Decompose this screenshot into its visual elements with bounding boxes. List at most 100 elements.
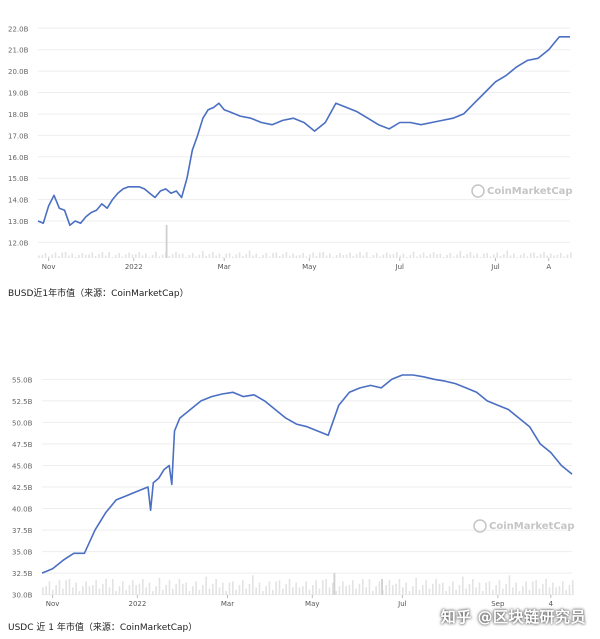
busd-volume-bar [536, 256, 539, 258]
busd-market-cap-chart: 12.0B 13.0B 14.0B 15.0B 16.0B 17.0B 18.0B 19.0B… [8, 25, 573, 271]
usdc-volume-bar [428, 588, 431, 595]
usdc-volume-bar [82, 586, 84, 595]
usdc-volume-bar [168, 580, 171, 595]
busd-volume-bar [298, 255, 301, 258]
usdc-volume-bar [225, 591, 227, 595]
busd-y-tick-label: 18.0B [8, 111, 29, 119]
busd-y-tick-label: 19.0B [8, 90, 29, 98]
busd-volume-bar [472, 255, 475, 258]
busd-volume-bar [88, 254, 90, 258]
usdc-volume-bar [338, 586, 341, 595]
busd-volume-bar [362, 255, 365, 258]
busd-volume-bar [38, 255, 40, 258]
busd-volume-bar [161, 254, 164, 258]
busd-volume-bar [101, 252, 104, 258]
busd-volume-bar [235, 254, 238, 258]
busd-volume-bar [104, 255, 107, 258]
usdc-volume-bar [418, 589, 421, 595]
busd-volume-bar [141, 255, 144, 258]
busd-volume-bar [476, 253, 478, 258]
usdc-volume-bar [498, 580, 501, 595]
usdc-volume-bar [228, 582, 231, 595]
usdc-volume-bar [65, 580, 67, 595]
usdc-volume-bar [462, 576, 464, 595]
busd-volume-bar [128, 252, 130, 258]
busd-volume-bar [516, 257, 519, 258]
busd-volume-bar [211, 252, 214, 258]
usdc-volume-bar [465, 588, 467, 595]
busd-volume-bar [526, 256, 529, 258]
usdc-volume-bar [395, 583, 397, 595]
busd-volume-bar [175, 252, 177, 258]
busd-volume-bar [533, 252, 535, 258]
busd-volume-bar [483, 253, 485, 258]
busd-volume-bar [546, 255, 549, 258]
usdc-volume-bar [345, 586, 347, 595]
usdc-volume-bar [125, 589, 127, 595]
usdc-volume-bar [78, 591, 81, 595]
busd-volume-bar [382, 254, 385, 258]
busd-y-tick-label: 13.0B [8, 218, 29, 226]
busd-volume-bar [208, 254, 211, 258]
usdc-volume-bar [98, 588, 101, 595]
usdc-volume-bar [178, 579, 181, 595]
usdc-volume-bar [475, 587, 477, 595]
usdc-volume-bar [165, 585, 167, 595]
busd-y-tick-label: 15.0B [8, 175, 29, 183]
busd-volume-bar [74, 257, 77, 258]
usdc-volume-bar [505, 583, 507, 595]
usdc-volume-bar [485, 582, 487, 595]
busd-volume-bar [486, 253, 488, 258]
usdc-volume-bar [195, 581, 197, 595]
usdc-volume-bar [185, 582, 187, 595]
busd-volume-bar [148, 257, 151, 258]
usdc-caption: USDC 近 1 年市值（来源：CoinMarketCap） [8, 623, 198, 633]
busd-volume-bar [151, 255, 154, 258]
usdc-volume-bar [208, 588, 211, 595]
usdc-volume-bar [482, 591, 484, 595]
usdc-volume-bar [138, 583, 141, 595]
busd-volume-bar [456, 254, 458, 258]
busd-volume-bar [436, 254, 438, 258]
busd-x-tick-label: Mar [218, 263, 231, 271]
busd-volume-bar [553, 255, 555, 258]
busd-volume-bar [195, 256, 197, 258]
usdc-volume-bars [42, 575, 574, 595]
busd-volume-bar [559, 253, 562, 258]
busd-volume-bar [258, 257, 261, 258]
busd-volume-bar [288, 255, 291, 258]
usdc-volume-bar [142, 579, 144, 595]
usdc-x-tick-label: 2022 [128, 600, 146, 608]
busd-volume-bar [245, 254, 248, 258]
busd-volume-bar [513, 253, 515, 258]
usdc-volume-bar [265, 586, 267, 595]
busd-volume-bar [385, 252, 388, 258]
busd-series-line [37, 36, 570, 227]
usdc-series-line [41, 374, 573, 574]
usdc-volume-bar [58, 580, 61, 595]
usdc-y-tick-label: 37.5B [12, 527, 33, 535]
usdc-volume-bar [162, 589, 164, 595]
usdc-volume-bar [365, 587, 367, 595]
usdc-volume-bar [215, 579, 217, 595]
busd-volume-bar [58, 256, 60, 258]
busd-volume-bar [215, 255, 217, 258]
busd-volume-bar [459, 251, 462, 258]
usdc-volume-bar [508, 575, 511, 595]
usdc-volume-bar [415, 577, 417, 595]
usdc-y-tick-label: 55.0B [12, 376, 33, 384]
busd-volume-bar [268, 256, 271, 258]
busd-volume-bar [339, 253, 341, 258]
busd-volume-bar [198, 254, 201, 258]
usdc-volume-bar [88, 586, 91, 595]
busd-volume-bar [489, 256, 492, 258]
busd-volume-bar [399, 255, 401, 258]
busd-y-tick-label: 20.0B [8, 68, 29, 76]
busd-volume-bar [322, 252, 325, 258]
busd-volume-bar [352, 256, 355, 258]
usdc-volume-bar [558, 586, 561, 595]
usdc-volume-bar [435, 579, 437, 595]
usdc-volume-bar [48, 581, 51, 595]
usdc-volume-bar [238, 585, 241, 595]
usdc-volume-bar [85, 581, 87, 595]
